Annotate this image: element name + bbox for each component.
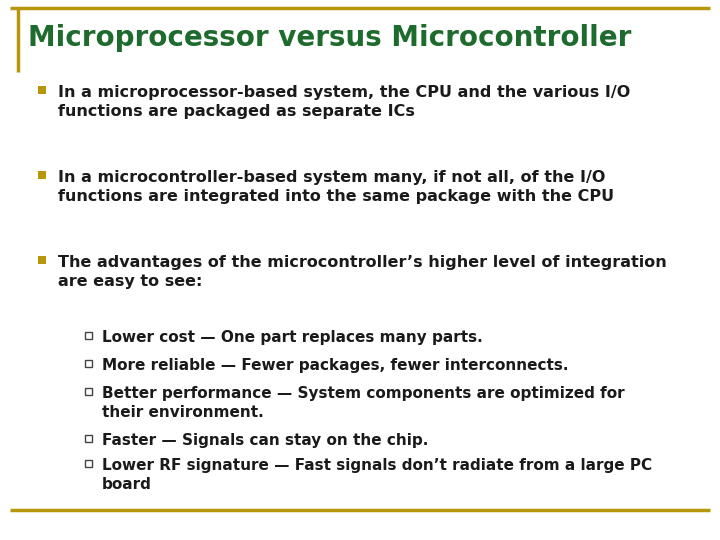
Text: Lower cost — One part replaces many parts.: Lower cost — One part replaces many part… bbox=[102, 330, 482, 345]
Text: Better performance — System components are optimized for
their environment.: Better performance — System components a… bbox=[102, 386, 625, 420]
Bar bbox=[38, 86, 46, 94]
Text: Faster — Signals can stay on the chip.: Faster — Signals can stay on the chip. bbox=[102, 433, 428, 448]
Text: More reliable — Fewer packages, fewer interconnects.: More reliable — Fewer packages, fewer in… bbox=[102, 358, 569, 373]
Text: Microprocessor versus Microcontroller: Microprocessor versus Microcontroller bbox=[28, 24, 631, 52]
Bar bbox=[84, 360, 91, 367]
Bar bbox=[84, 460, 91, 467]
Bar bbox=[38, 256, 46, 264]
Text: In a microprocessor-based system, the CPU and the various I/O
functions are pack: In a microprocessor-based system, the CP… bbox=[58, 85, 630, 119]
Text: In a microcontroller-based system many, if not all, of the I/O
functions are int: In a microcontroller-based system many, … bbox=[58, 170, 614, 204]
Bar bbox=[84, 332, 91, 339]
Text: Lower RF signature — Fast signals don’t radiate from a large PC
board: Lower RF signature — Fast signals don’t … bbox=[102, 458, 652, 491]
Bar bbox=[84, 435, 91, 442]
Text: The advantages of the microcontroller’s higher level of integration
are easy to : The advantages of the microcontroller’s … bbox=[58, 255, 667, 289]
Bar bbox=[38, 171, 46, 179]
Bar bbox=[84, 388, 91, 395]
